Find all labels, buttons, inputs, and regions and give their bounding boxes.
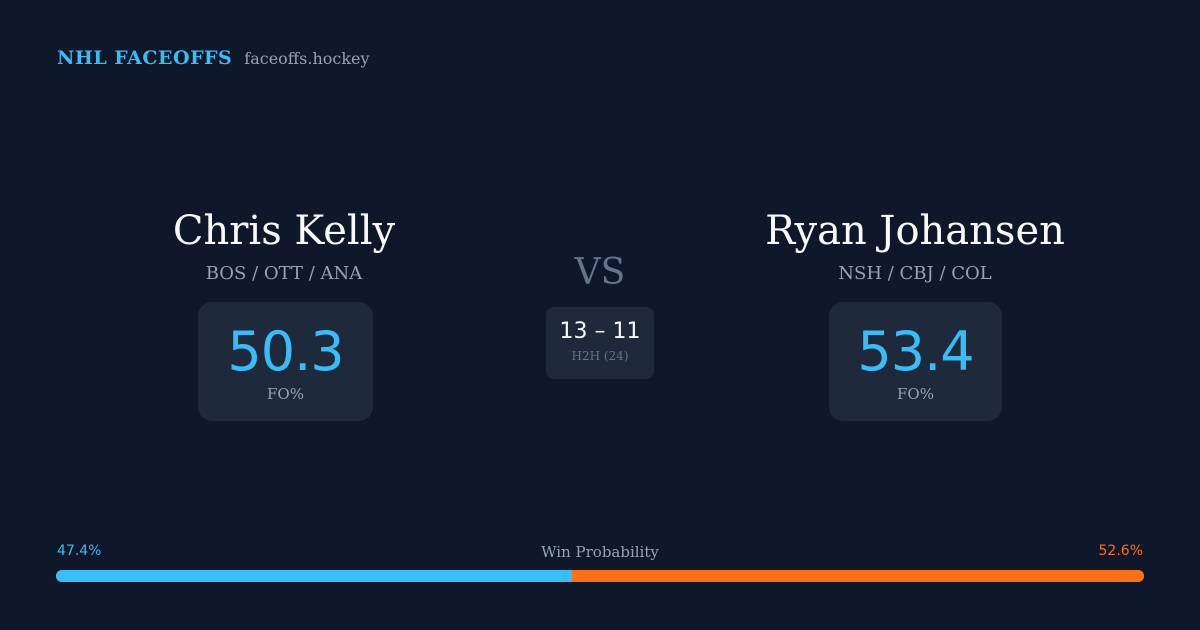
win-probability-labels: 47.4% Win Probability 52.6% [57,543,1143,563]
win-probability-title: Win Probability [541,543,659,561]
h2h-score: 13 – 11 [559,319,641,344]
brand-name: NHL FACEOFFS [57,47,233,69]
h2h-label: H2H (24) [571,349,629,363]
player-right-fo-label: FO% [897,385,934,403]
player-right-name: Ryan Johansen [765,208,1065,254]
player-left: Chris Kelly BOS / OTT / ANA [134,206,434,286]
player-left-fo-card: 50.3 FO% [198,302,373,421]
vs-label: VS [574,252,626,293]
win-probability-left-fill [56,570,572,582]
brand-header: NHL FACEOFFS faceoffs.hockey [57,47,370,69]
player-right-fo-card: 53.4 FO% [829,302,1002,421]
h2h-card: 13 – 11 H2H (24) [546,307,654,379]
player-right-teams: NSH / CBJ / COL [838,263,992,284]
player-right: Ryan Johansen NSH / CBJ / COL [765,206,1065,286]
player-left-teams: BOS / OTT / ANA [205,263,363,284]
brand-url: faceoffs.hockey [244,49,370,68]
win-probability-bar [56,570,1144,582]
win-probability-right-label: 52.6% [1098,543,1143,559]
win-probability-right-fill [571,570,1144,582]
player-right-fo-value: 53.4 [857,320,974,383]
player-left-fo-label: FO% [267,385,304,403]
player-left-name: Chris Kelly [172,208,396,254]
win-probability-left-label: 47.4% [57,543,102,559]
player-left-fo-value: 50.3 [227,320,344,383]
